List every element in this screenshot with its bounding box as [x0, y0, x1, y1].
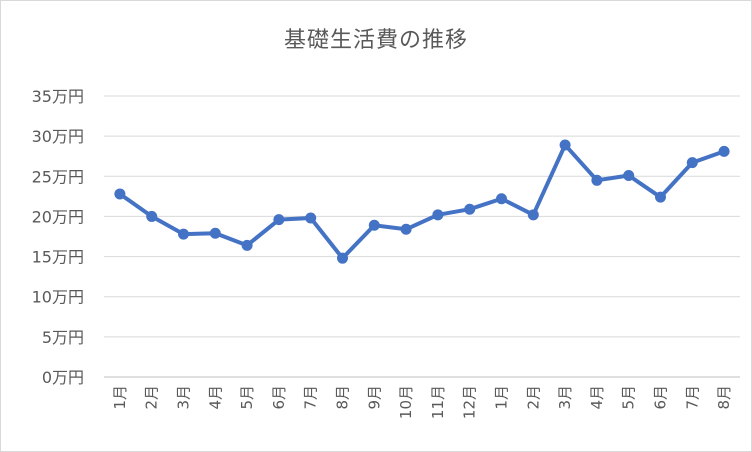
x-tick-label: 8月 [715, 385, 733, 410]
data-point [368, 219, 380, 231]
x-tick-label: 4月 [588, 385, 606, 410]
x-tick-label: 1月 [493, 385, 511, 410]
data-point [655, 191, 666, 203]
data-point [273, 214, 285, 226]
y-tick-label: 10万円 [32, 288, 84, 307]
x-tick-label: 5月 [238, 385, 256, 410]
data-point [146, 210, 158, 222]
y-tick-label: 15万円 [32, 248, 84, 267]
data-point [241, 239, 253, 251]
data-point [559, 139, 571, 151]
x-tick-label: 8月 [334, 385, 352, 410]
y-axis-ticks: 0万円 5万円 10万円 15万円 20万円 25万円 30万円 35万円 [32, 87, 84, 387]
data-point [305, 212, 317, 224]
data-point [337, 252, 348, 264]
data-point [527, 209, 539, 221]
data-point [591, 174, 603, 186]
x-tick-label: 6月 [270, 385, 288, 410]
x-tick-label: 12月 [461, 385, 479, 419]
data-point [432, 209, 444, 221]
y-tick-label: 20万円 [32, 207, 84, 226]
x-tick-label: 2月 [524, 385, 542, 410]
x-tick-label: 3月 [556, 385, 574, 410]
data-point [496, 193, 507, 205]
x-tick-label: 7月 [302, 385, 320, 410]
x-tick-label: 11月 [429, 385, 447, 419]
gridlines [104, 95, 740, 378]
x-tick-label: 2月 [143, 385, 161, 410]
y-tick-label: 35万円 [32, 87, 84, 106]
x-tick-label: 1月 [111, 385, 129, 410]
data-point [464, 203, 476, 215]
x-tick-label: 7月 [683, 385, 701, 410]
series-layer [114, 139, 730, 264]
data-point [400, 223, 412, 235]
x-tick-label: 5月 [620, 385, 638, 410]
data-point [114, 188, 126, 200]
chart-title: 基礎生活費の推移 [283, 28, 468, 53]
x-tick-label: 10月 [397, 385, 415, 419]
x-axis-ticks: 1月 2月 3月 4月 5月 6月 7月 8月 9月 10月 11月 12月 1月 2月 3月 4月 5月 6月 7… [111, 385, 733, 419]
data-point [178, 228, 189, 240]
data-point [623, 169, 635, 181]
y-tick-label: 30万円 [32, 127, 84, 146]
y-tick-label: 0万円 [42, 368, 84, 387]
x-tick-label: 3月 [175, 385, 193, 410]
data-point [718, 145, 730, 157]
x-tick-label: 4月 [206, 385, 224, 410]
series-line [117, 142, 727, 261]
y-tick-label: 25万円 [32, 167, 84, 186]
y-tick-label: 5万円 [42, 328, 84, 347]
x-tick-label: 6月 [652, 385, 670, 410]
data-point [686, 157, 698, 169]
data-point [209, 227, 221, 239]
x-tick-label: 9月 [365, 385, 383, 410]
